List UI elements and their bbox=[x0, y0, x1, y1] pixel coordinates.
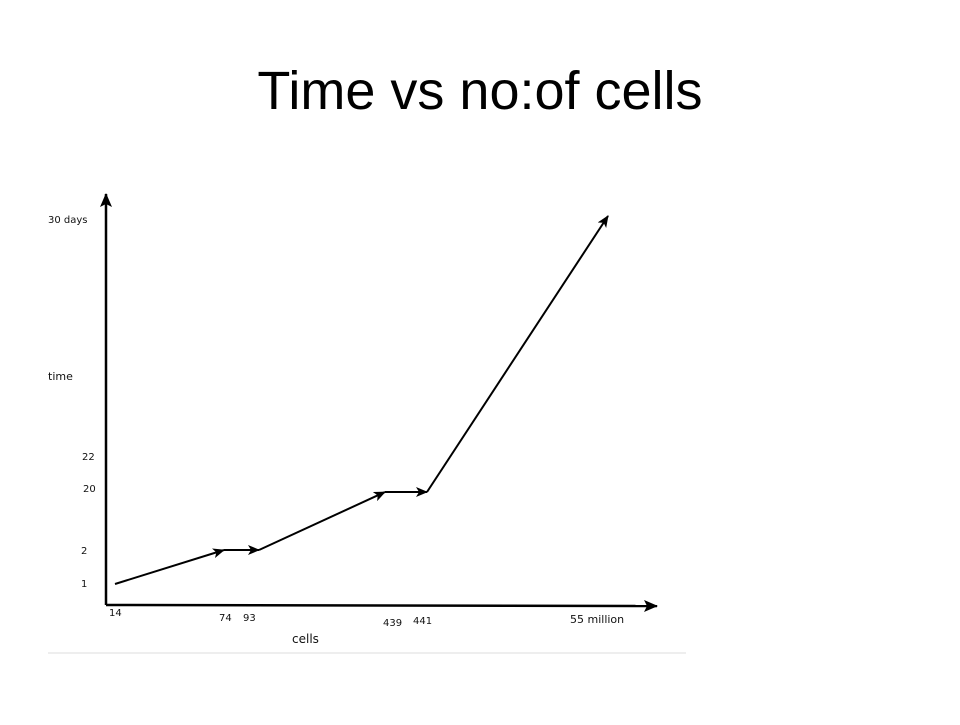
y-tick-label: 22 bbox=[82, 452, 95, 463]
series-segment bbox=[114, 548, 225, 585]
x-axis bbox=[105, 599, 658, 612]
y-tick-label: 30 days bbox=[48, 215, 88, 226]
series-segment bbox=[426, 215, 609, 493]
y-tick-label: 2 bbox=[81, 546, 87, 557]
x-tick-label: 439 bbox=[383, 618, 402, 629]
y-axis-label: time bbox=[48, 370, 73, 383]
x-tick-label: 14 bbox=[109, 608, 122, 619]
x-tick-label: 93 bbox=[243, 613, 256, 624]
x-tick-label: 74 bbox=[219, 613, 232, 624]
series-layer bbox=[114, 215, 609, 585]
y-tick-label: 20 bbox=[83, 484, 96, 495]
series-segment bbox=[258, 491, 386, 551]
x-axis-label: cells bbox=[292, 632, 319, 646]
y-tick-label: 1 bbox=[81, 579, 87, 590]
x-tick-label: 441 bbox=[413, 616, 432, 627]
x-tick-label: 55 million bbox=[570, 613, 624, 626]
slide-title: Time vs no:of cells bbox=[257, 61, 703, 121]
